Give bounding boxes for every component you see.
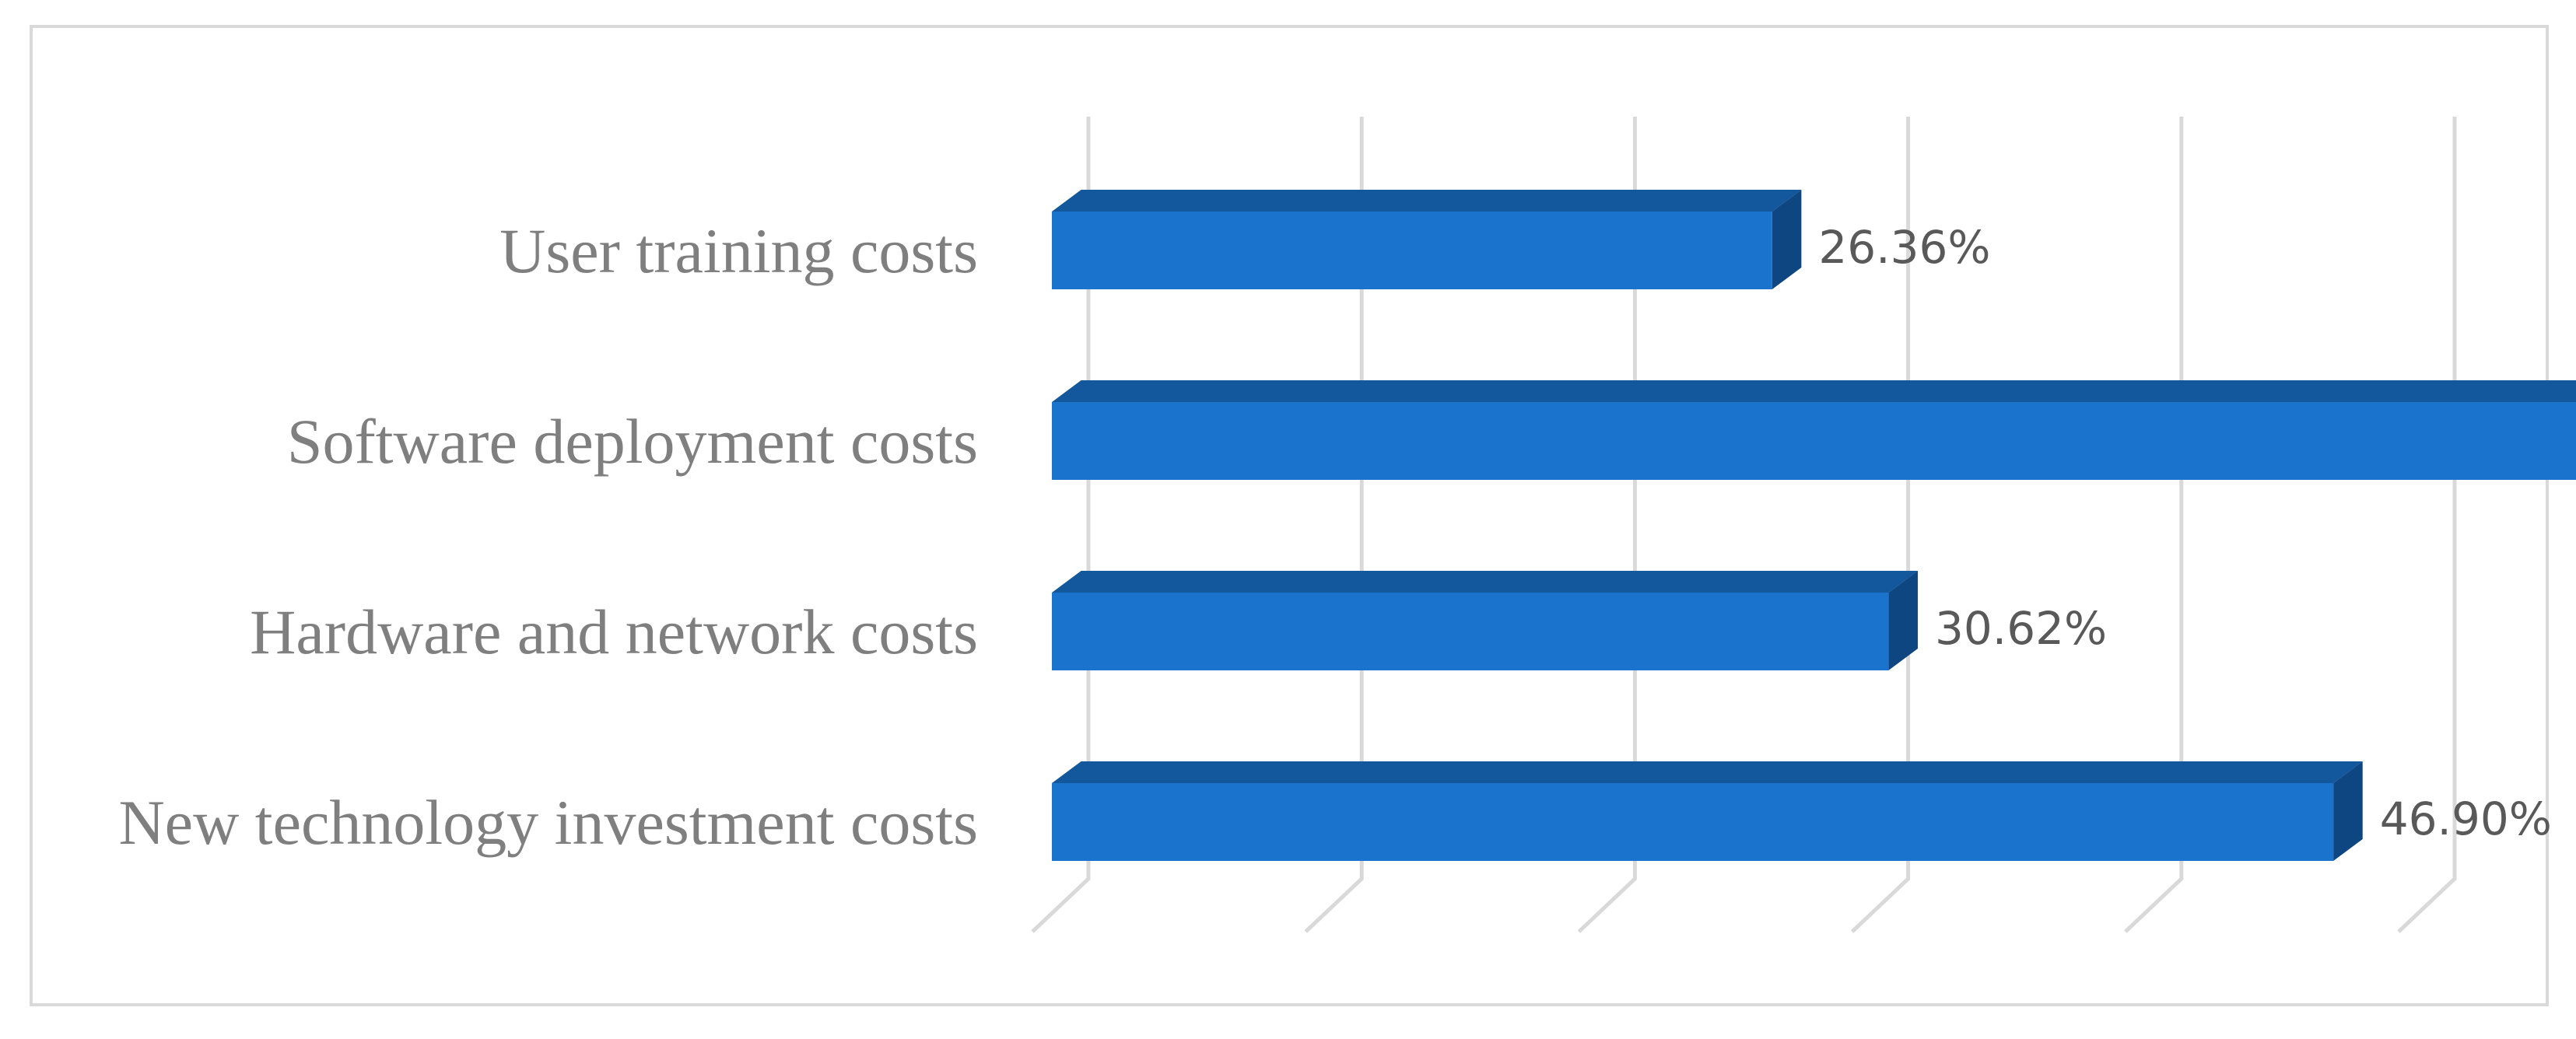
gridline xyxy=(2124,117,2184,933)
category-label: Hardware and network costs xyxy=(250,596,978,667)
bar-top-face xyxy=(1052,190,1802,212)
gridline xyxy=(1850,117,1911,933)
data-label: 46.90% xyxy=(2380,792,2552,845)
category-label: User training costs xyxy=(499,215,978,286)
gridline xyxy=(2397,117,2457,933)
bar-side-face xyxy=(1772,190,1802,289)
data-label: 26.36% xyxy=(1818,221,1990,274)
data-label: 30.62% xyxy=(1935,602,2107,655)
gridline xyxy=(1031,117,1091,933)
gridline xyxy=(1577,117,1637,933)
bar-side-face xyxy=(2333,761,2363,861)
bars xyxy=(1052,190,2576,861)
bar xyxy=(1052,593,1889,670)
bar-side-face xyxy=(1888,571,1918,670)
bar-top-face xyxy=(1052,571,1918,593)
bar-top-face xyxy=(1052,761,2363,783)
category-label: Software deployment costs xyxy=(287,406,978,477)
gridlines xyxy=(1031,117,2457,933)
bar xyxy=(1052,212,1772,289)
gridline xyxy=(1304,117,1364,933)
labels: User training costs 26.36% Software deploy… xyxy=(118,215,2552,858)
bar xyxy=(1052,402,2576,480)
bar xyxy=(1052,783,2334,861)
category-label: New technology investment costs xyxy=(118,787,978,858)
bar-top-face xyxy=(1052,380,2576,402)
